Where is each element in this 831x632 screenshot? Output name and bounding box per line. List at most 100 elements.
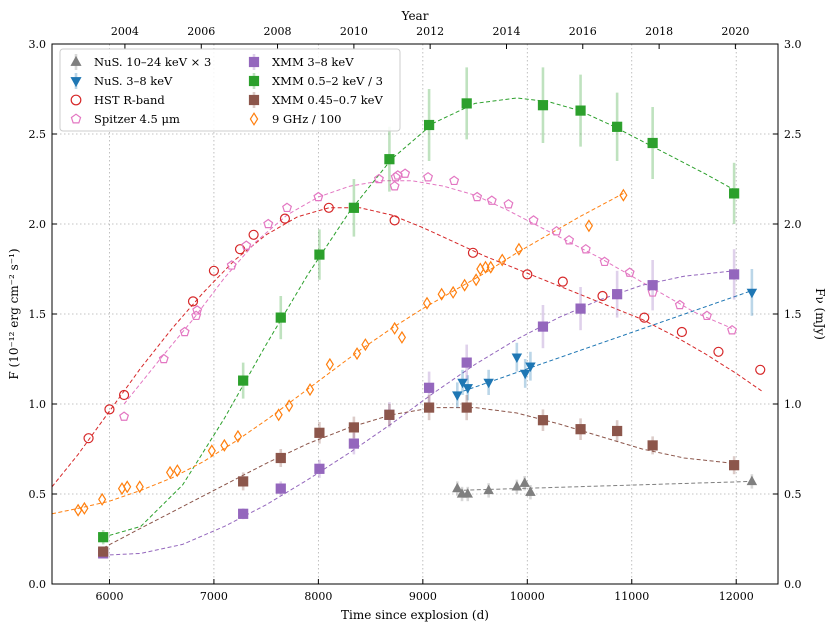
data-point: [462, 488, 473, 498]
data-point: [472, 191, 483, 202]
data-point: [511, 353, 523, 363]
data-point: [323, 202, 334, 213]
legend-entry: XMM 0.45–0.7 keV: [248, 92, 383, 108]
data-point: [676, 326, 687, 338]
x-tick-label: 9000: [409, 590, 437, 603]
data-point: [389, 215, 400, 226]
x-tick-label: 7000: [200, 590, 228, 603]
data-points: [74, 98, 766, 559]
data-point: [612, 121, 623, 132]
data-point: [460, 278, 469, 292]
data-point: [701, 310, 712, 321]
data-point: [384, 154, 395, 165]
legend-label: XMM 0.45–0.7 keV: [272, 93, 383, 107]
y-tick-label-left: 1.5: [29, 308, 47, 321]
y-axis-label-right: Fν (mJy): [813, 288, 827, 340]
data-point: [313, 191, 324, 202]
fit-curve: [51, 192, 624, 515]
legend-label: Spitzer 4.5 μm: [94, 112, 180, 126]
fit-curve: [457, 290, 753, 394]
data-point: [390, 321, 399, 335]
data-point: [348, 422, 359, 433]
y-tick-label-left: 1.0: [29, 398, 47, 411]
data-point: [483, 484, 494, 495]
y-tick-label-right: 1.5: [784, 308, 802, 321]
data-point: [727, 324, 738, 335]
data-point: [238, 476, 249, 487]
y-tick-label-left: 0.5: [29, 488, 47, 501]
data-point: [83, 433, 94, 444]
x-axis-label: Time since explosion (d): [341, 608, 489, 622]
data-point: [498, 253, 507, 267]
data-point: [522, 269, 533, 280]
data-point: [452, 482, 463, 493]
data-point: [449, 175, 460, 186]
data-point: [248, 229, 259, 240]
data-point: [241, 240, 252, 250]
data-point: [192, 305, 203, 315]
data-point: [165, 465, 175, 479]
legend-entry: HST R-band: [70, 93, 165, 107]
data-point: [314, 249, 325, 260]
data-point: [98, 532, 109, 543]
fit-curve: [457, 480, 752, 491]
legend-entry: Spitzer 4.5 μm: [70, 112, 180, 126]
y-tick-label-right: 0.5: [784, 488, 802, 501]
legend-marker: [248, 94, 260, 106]
data-point: [424, 382, 435, 393]
data-point: [755, 364, 766, 375]
legend-marker: [249, 112, 259, 126]
y-tick-label-left: 0.0: [29, 578, 47, 591]
data-point: [612, 289, 623, 300]
data-point: [424, 402, 435, 413]
fit-curve: [103, 97, 735, 538]
data-point: [729, 269, 740, 280]
top-tick-label: 2018: [645, 25, 673, 38]
data-point: [275, 312, 286, 323]
data-point: [619, 188, 628, 202]
data-point: [639, 312, 650, 323]
data-point: [187, 296, 199, 307]
top-tick-label: 2016: [569, 25, 597, 38]
data-point: [400, 168, 411, 178]
data-point: [282, 202, 293, 213]
fit-curve: [51, 207, 763, 488]
data-point: [422, 296, 432, 310]
data-point: [514, 242, 524, 256]
data-point: [352, 347, 362, 361]
data-point: [519, 477, 530, 487]
data-point: [397, 330, 407, 344]
data-point: [537, 321, 549, 332]
data-point: [472, 273, 481, 287]
data-point: [511, 481, 523, 491]
top-tick-label: 2014: [493, 25, 521, 38]
legend-marker: [248, 56, 260, 68]
data-point: [305, 383, 315, 397]
data-point: [575, 105, 586, 116]
y-tick-label-right: 0.0: [784, 578, 802, 591]
y-axis-label-left: F (10⁻¹² erg cm⁻² s⁻¹): [7, 248, 21, 379]
data-point: [98, 492, 107, 506]
data-point: [462, 384, 473, 394]
legend-entry: XMM 0.5–2 keV / 3: [248, 73, 383, 89]
legend-marker: [248, 75, 260, 87]
data-point: [348, 202, 359, 213]
data-point: [279, 213, 291, 224]
top-tick-label: 2020: [721, 25, 749, 38]
data-point: [423, 171, 434, 182]
data-point: [390, 171, 401, 182]
y-tick-label-left: 3.0: [29, 38, 47, 51]
data-point: [361, 338, 370, 352]
x-tick-label: 6000: [95, 590, 123, 603]
data-point: [580, 243, 591, 254]
data-point: [275, 452, 286, 464]
data-point: [612, 425, 623, 437]
legend-column-2: XMM 3–8 keV XMM 0.5–2 keV / 3 XMM 0.45–0…: [248, 54, 383, 126]
data-point: [226, 260, 237, 270]
data-point: [557, 276, 568, 287]
data-point: [314, 463, 325, 474]
data-point: [452, 391, 463, 401]
data-point: [461, 402, 472, 413]
x-tick-label: 11000: [614, 590, 649, 603]
data-point: [461, 98, 472, 109]
